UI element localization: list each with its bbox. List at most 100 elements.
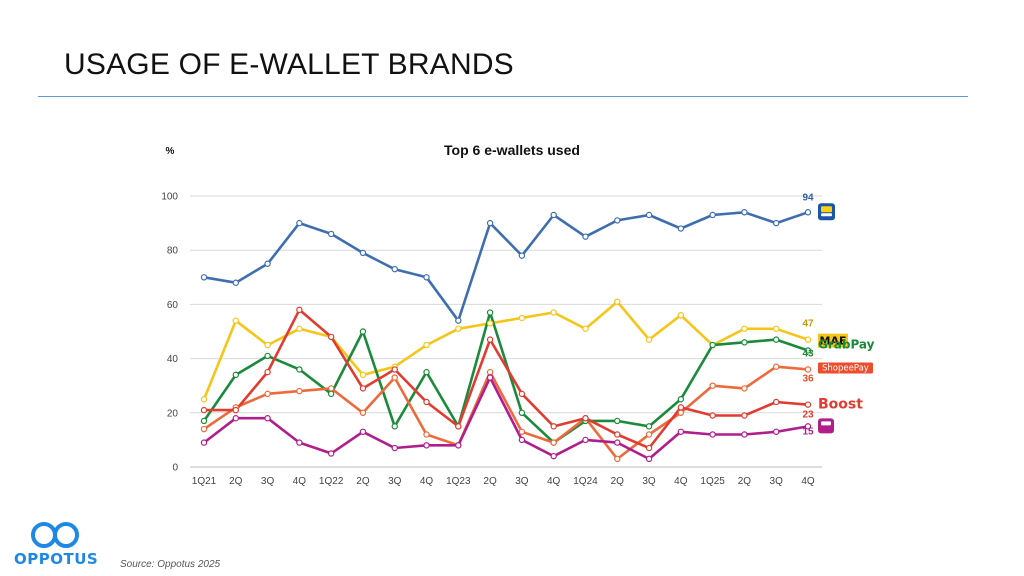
data-point-boost (582, 415, 589, 422)
data-point-mae (232, 317, 239, 324)
series-line-tng (203, 211, 809, 322)
data-point-other (804, 423, 812, 430)
y-tick-label: 100 (161, 192, 178, 203)
data-point-other (391, 444, 398, 452)
data-point-tng (296, 219, 303, 227)
data-point-grabpay (327, 390, 335, 398)
data-point-mae (645, 336, 653, 343)
data-point-shopeepay (264, 390, 271, 398)
data-point-tng (391, 265, 398, 273)
end-value-label-other: 15 (802, 426, 814, 437)
data-point-boost (677, 404, 685, 411)
chart-grid (190, 195, 822, 468)
data-point-shopeepay (200, 425, 208, 433)
data-point-grabpay (804, 347, 812, 354)
data-point-mae (550, 309, 557, 316)
data-point-other (486, 374, 494, 381)
data-point-tng (486, 219, 494, 227)
end-value-label-tng: 94 (802, 192, 814, 203)
data-point-shopeepay (709, 382, 716, 389)
end-value-label-grabpay: 43 (802, 348, 814, 359)
data-point-other (741, 431, 748, 438)
data-point-tng (327, 230, 335, 238)
x-tick-label: 2Q (483, 476, 497, 487)
data-point-shopeepay (550, 439, 557, 446)
x-tick-label: 2Q (611, 476, 625, 487)
data-point-grabpay (232, 371, 239, 379)
data-point-other (614, 439, 621, 446)
data-point-grabpay (709, 341, 716, 349)
series-points (200, 209, 812, 463)
data-point-boost (327, 333, 335, 341)
data-point-tng (582, 233, 589, 240)
data-point-mae (455, 325, 462, 332)
data-point-other (645, 455, 653, 463)
data-point-boost (296, 306, 303, 314)
data-point-mae (614, 298, 621, 305)
data-point-shopeepay (645, 431, 653, 438)
data-point-other (550, 452, 557, 460)
data-point-mae (486, 320, 494, 327)
data-point-other (232, 415, 239, 422)
data-point-mae (264, 341, 271, 349)
data-point-grabpay (200, 417, 208, 425)
x-tick-label: 3Q (388, 476, 402, 487)
x-tick-label: 2Q (738, 476, 752, 487)
data-point-tng (264, 260, 271, 267)
x-tick-label: 4Q (547, 476, 561, 487)
data-point-tng (455, 317, 462, 324)
end-value-label-mae: 47 (802, 319, 814, 330)
data-point-mae (773, 325, 780, 332)
series-line-grabpay (202, 311, 809, 444)
data-point-shopeepay (359, 409, 367, 416)
data-point-tng (804, 209, 812, 216)
series-line-boost (204, 308, 809, 450)
x-tick-label: 4Q (674, 476, 688, 487)
data-point-shopeepay (614, 455, 621, 463)
data-point-boost (455, 423, 462, 430)
data-point-boost (423, 398, 430, 406)
data-point-boost (709, 412, 716, 419)
data-point-boost (773, 398, 780, 406)
data-point-boost (645, 444, 653, 452)
source-note: Source: Oppotus 2025 (120, 559, 221, 570)
logo-wordmark: OPPOTUS (14, 550, 99, 568)
data-point-grabpay (264, 352, 271, 360)
data-point-mae (677, 312, 685, 319)
data-point-mae (423, 341, 430, 349)
data-point-mae (200, 396, 208, 403)
data-point-tng (232, 279, 239, 286)
x-tick-label: 3Q (770, 476, 784, 487)
series-line-other (203, 376, 809, 461)
data-point-shopeepay (327, 385, 335, 392)
x-tick-label: 4Q (801, 476, 815, 487)
data-point-shopeepay (677, 409, 685, 416)
data-point-shopeepay (423, 431, 430, 438)
data-point-grabpay (359, 328, 367, 335)
data-point-boost (804, 401, 812, 408)
mae-logo-text: MAE (820, 335, 847, 348)
data-point-other (773, 428, 780, 435)
data-point-mae (804, 336, 812, 343)
y-tick-label: 60 (167, 300, 179, 311)
x-tick-label: 3Q (642, 476, 656, 487)
data-point-grabpay (296, 366, 303, 373)
end-value-label-boost: 23 (802, 410, 814, 421)
x-tick-label: 3Q (261, 476, 275, 487)
data-point-other (582, 436, 589, 444)
data-point-mae (296, 325, 303, 332)
x-tick-label: 1Q25 (700, 476, 725, 487)
data-point-grabpay (741, 339, 748, 346)
tng-logo-icon (818, 203, 835, 221)
data-point-grabpay (773, 336, 780, 343)
x-tick-label: 1Q24 (573, 476, 598, 487)
data-point-boost (518, 390, 526, 398)
series-lines (202, 211, 809, 461)
data-point-tng (773, 219, 780, 227)
data-point-grabpay (645, 423, 653, 430)
x-tick-label: 3Q (515, 476, 529, 487)
data-point-mae (741, 325, 748, 332)
data-point-tng (518, 252, 526, 259)
x-tick-label: 2Q (229, 476, 243, 487)
chart-title: Top 6 e-wallets used (444, 142, 580, 158)
